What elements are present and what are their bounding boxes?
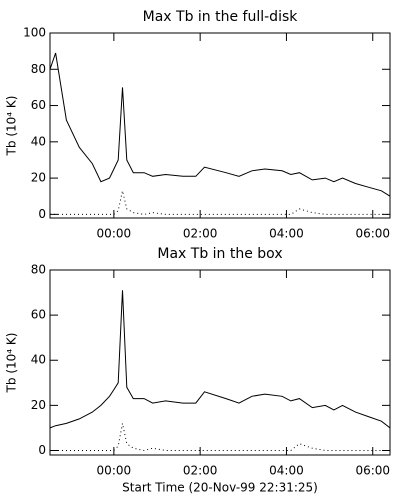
y-tick-label: 40 (31, 353, 46, 367)
data-line (50, 423, 390, 452)
x-tick-label: 04:00 (269, 464, 304, 478)
y-tick-label: 40 (31, 134, 46, 148)
y-tick-label: 80 (31, 263, 46, 277)
x-tick-label: 04:00 (269, 227, 304, 241)
x-tick-label: 02:00 (183, 227, 218, 241)
y-tick-label: 0 (38, 207, 46, 221)
data-line (49, 290, 391, 429)
x-tick-label: 00:00 (97, 227, 132, 241)
chart-title: Max Tb in the full-disk (143, 9, 299, 25)
chart-title: Max Tb in the box (157, 246, 282, 262)
x-tick-label: 06:00 (355, 464, 390, 478)
y-tick-label: 60 (31, 308, 46, 322)
y-tick-label: 0 (38, 443, 46, 457)
plot-frame (49, 269, 391, 456)
y-tick-label: 20 (31, 398, 46, 412)
y-tick-label: 80 (31, 62, 46, 76)
x-tick-label: 00:00 (97, 464, 132, 478)
data-line (49, 52, 391, 197)
y-tick-label: 20 (31, 171, 46, 185)
x-tick-label: 06:00 (355, 227, 390, 241)
y-tick-label: 100 (23, 26, 46, 40)
x-tick-label: 02:00 (183, 464, 218, 478)
plot-frame (49, 32, 391, 219)
data-line (50, 190, 390, 215)
y-axis-label: Tb (10⁴ K) (5, 333, 19, 394)
y-axis-label: Tb (10⁴ K) (5, 96, 19, 157)
y-tick-label: 60 (31, 98, 46, 112)
x-axis-label: Start Time (20-Nov-99 22:31:25) (122, 481, 318, 495)
